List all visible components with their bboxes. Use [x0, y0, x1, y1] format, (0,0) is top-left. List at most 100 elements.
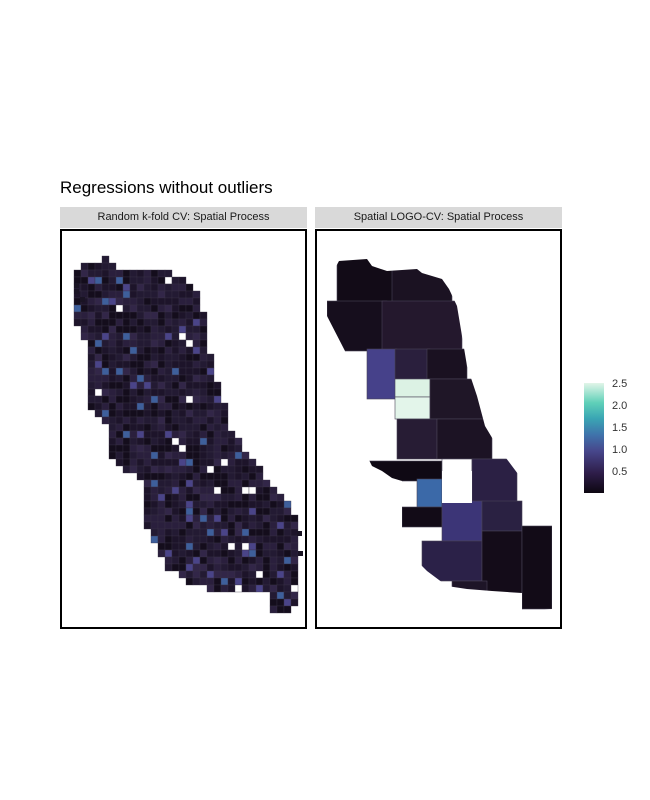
grid-cell: [206, 423, 215, 432]
grid-cell: [143, 402, 152, 411]
grid-cell: [122, 290, 131, 299]
grid-cell: [276, 549, 285, 558]
grid-cell: [234, 549, 243, 558]
grid-cell: [157, 339, 166, 348]
grid-cell: [192, 542, 201, 551]
grid-cell: [178, 444, 187, 453]
grid-cell: [220, 507, 229, 516]
grid-cell: [276, 514, 285, 523]
grid-cell: [164, 318, 173, 327]
grid-cell: [178, 318, 187, 327]
grid-cell: [150, 269, 159, 278]
legend-label: 1.0: [612, 444, 628, 456]
grid-cell: [178, 332, 187, 341]
grid-cell: [234, 451, 243, 460]
grid-cell: [94, 346, 103, 355]
grid-cell: [122, 325, 131, 334]
grid-cell: [199, 507, 208, 516]
grid-cell: [290, 598, 299, 607]
grid-cell: [227, 570, 236, 579]
grid-cell: [185, 472, 194, 481]
grid-cell: [157, 542, 166, 551]
grid-cell: [206, 570, 215, 579]
grid-cell: [234, 570, 243, 579]
grid-cell: [136, 367, 145, 376]
grid-cell: [129, 276, 138, 285]
grid-cell: [199, 430, 208, 439]
grid-cell: [255, 556, 264, 565]
grid-cell: [136, 269, 145, 278]
grid-cell: [192, 290, 201, 299]
grid-cell: [185, 367, 194, 376]
grid-cell: [101, 416, 110, 425]
grid-cell: [290, 556, 299, 565]
grid-cell: [164, 472, 173, 481]
grid-cell: [164, 458, 173, 467]
grid-cell: [178, 430, 187, 439]
grid-cell: [269, 493, 278, 502]
grid-cell: [178, 507, 187, 516]
grid-cell: [171, 353, 180, 362]
grid-cell: [255, 549, 264, 558]
grid-cell: [178, 479, 187, 488]
grid-cell: [185, 451, 194, 460]
grid-cell: [213, 507, 222, 516]
grid-cell: [108, 409, 117, 418]
grid-cell: [269, 584, 278, 593]
grid-cell: [269, 605, 278, 614]
grid-cell: [185, 283, 194, 292]
grid-cell: [87, 276, 96, 285]
grid-cell: [199, 374, 208, 383]
grid-cell: [199, 451, 208, 460]
grid-cell: [164, 465, 173, 474]
grid-cell: [87, 353, 96, 362]
grid-cell: [248, 458, 257, 467]
grid-cell: [213, 472, 222, 481]
grid-cell: [248, 465, 257, 474]
grid-cell: [150, 346, 159, 355]
grid-cell: [234, 500, 243, 509]
grid-cell: [87, 311, 96, 320]
grid-cell: [115, 458, 124, 467]
grid-cell: [269, 521, 278, 530]
grid-cell: [150, 360, 159, 369]
grid-cell: [171, 458, 180, 467]
grid-cell: [276, 563, 285, 572]
grid-cell: [171, 451, 180, 460]
grid-cell: [115, 325, 124, 334]
grid-cell: [171, 430, 180, 439]
grid-cell: [220, 486, 229, 495]
grid-cell: [276, 507, 285, 516]
grid-cell: [150, 444, 159, 453]
grid-cell: [192, 374, 201, 383]
grid-cell: [213, 381, 222, 390]
grid-cell: [136, 325, 145, 334]
grid-cell: [101, 304, 110, 313]
grid-cell: [87, 374, 96, 383]
grid-cell: [283, 591, 292, 600]
grid-cell: [143, 339, 152, 348]
grid-cell: [129, 465, 138, 474]
grid-cell: [185, 521, 194, 530]
grid-cell: [115, 360, 124, 369]
grid-cell: [241, 472, 250, 481]
grid-cell: [80, 332, 89, 341]
grid-cell: [157, 283, 166, 292]
grid-cell: [87, 388, 96, 397]
grid-cell: [241, 458, 250, 467]
grid-cell: [101, 297, 110, 306]
grid-cell: [276, 570, 285, 579]
grid-cell: [220, 430, 229, 439]
grid-cell: [122, 346, 131, 355]
grid-cell: [87, 395, 96, 404]
grid-cell: [164, 542, 173, 551]
grid-cell: [150, 507, 159, 516]
legend-label: 0.5: [612, 466, 628, 478]
grid-cell: [171, 563, 180, 572]
grid-cell: [290, 521, 299, 530]
grid-cell: [192, 353, 201, 362]
grid-cell: [164, 507, 173, 516]
grid-cell: [241, 570, 250, 579]
grid-cell: [122, 367, 131, 376]
grid-cell: [241, 542, 250, 551]
